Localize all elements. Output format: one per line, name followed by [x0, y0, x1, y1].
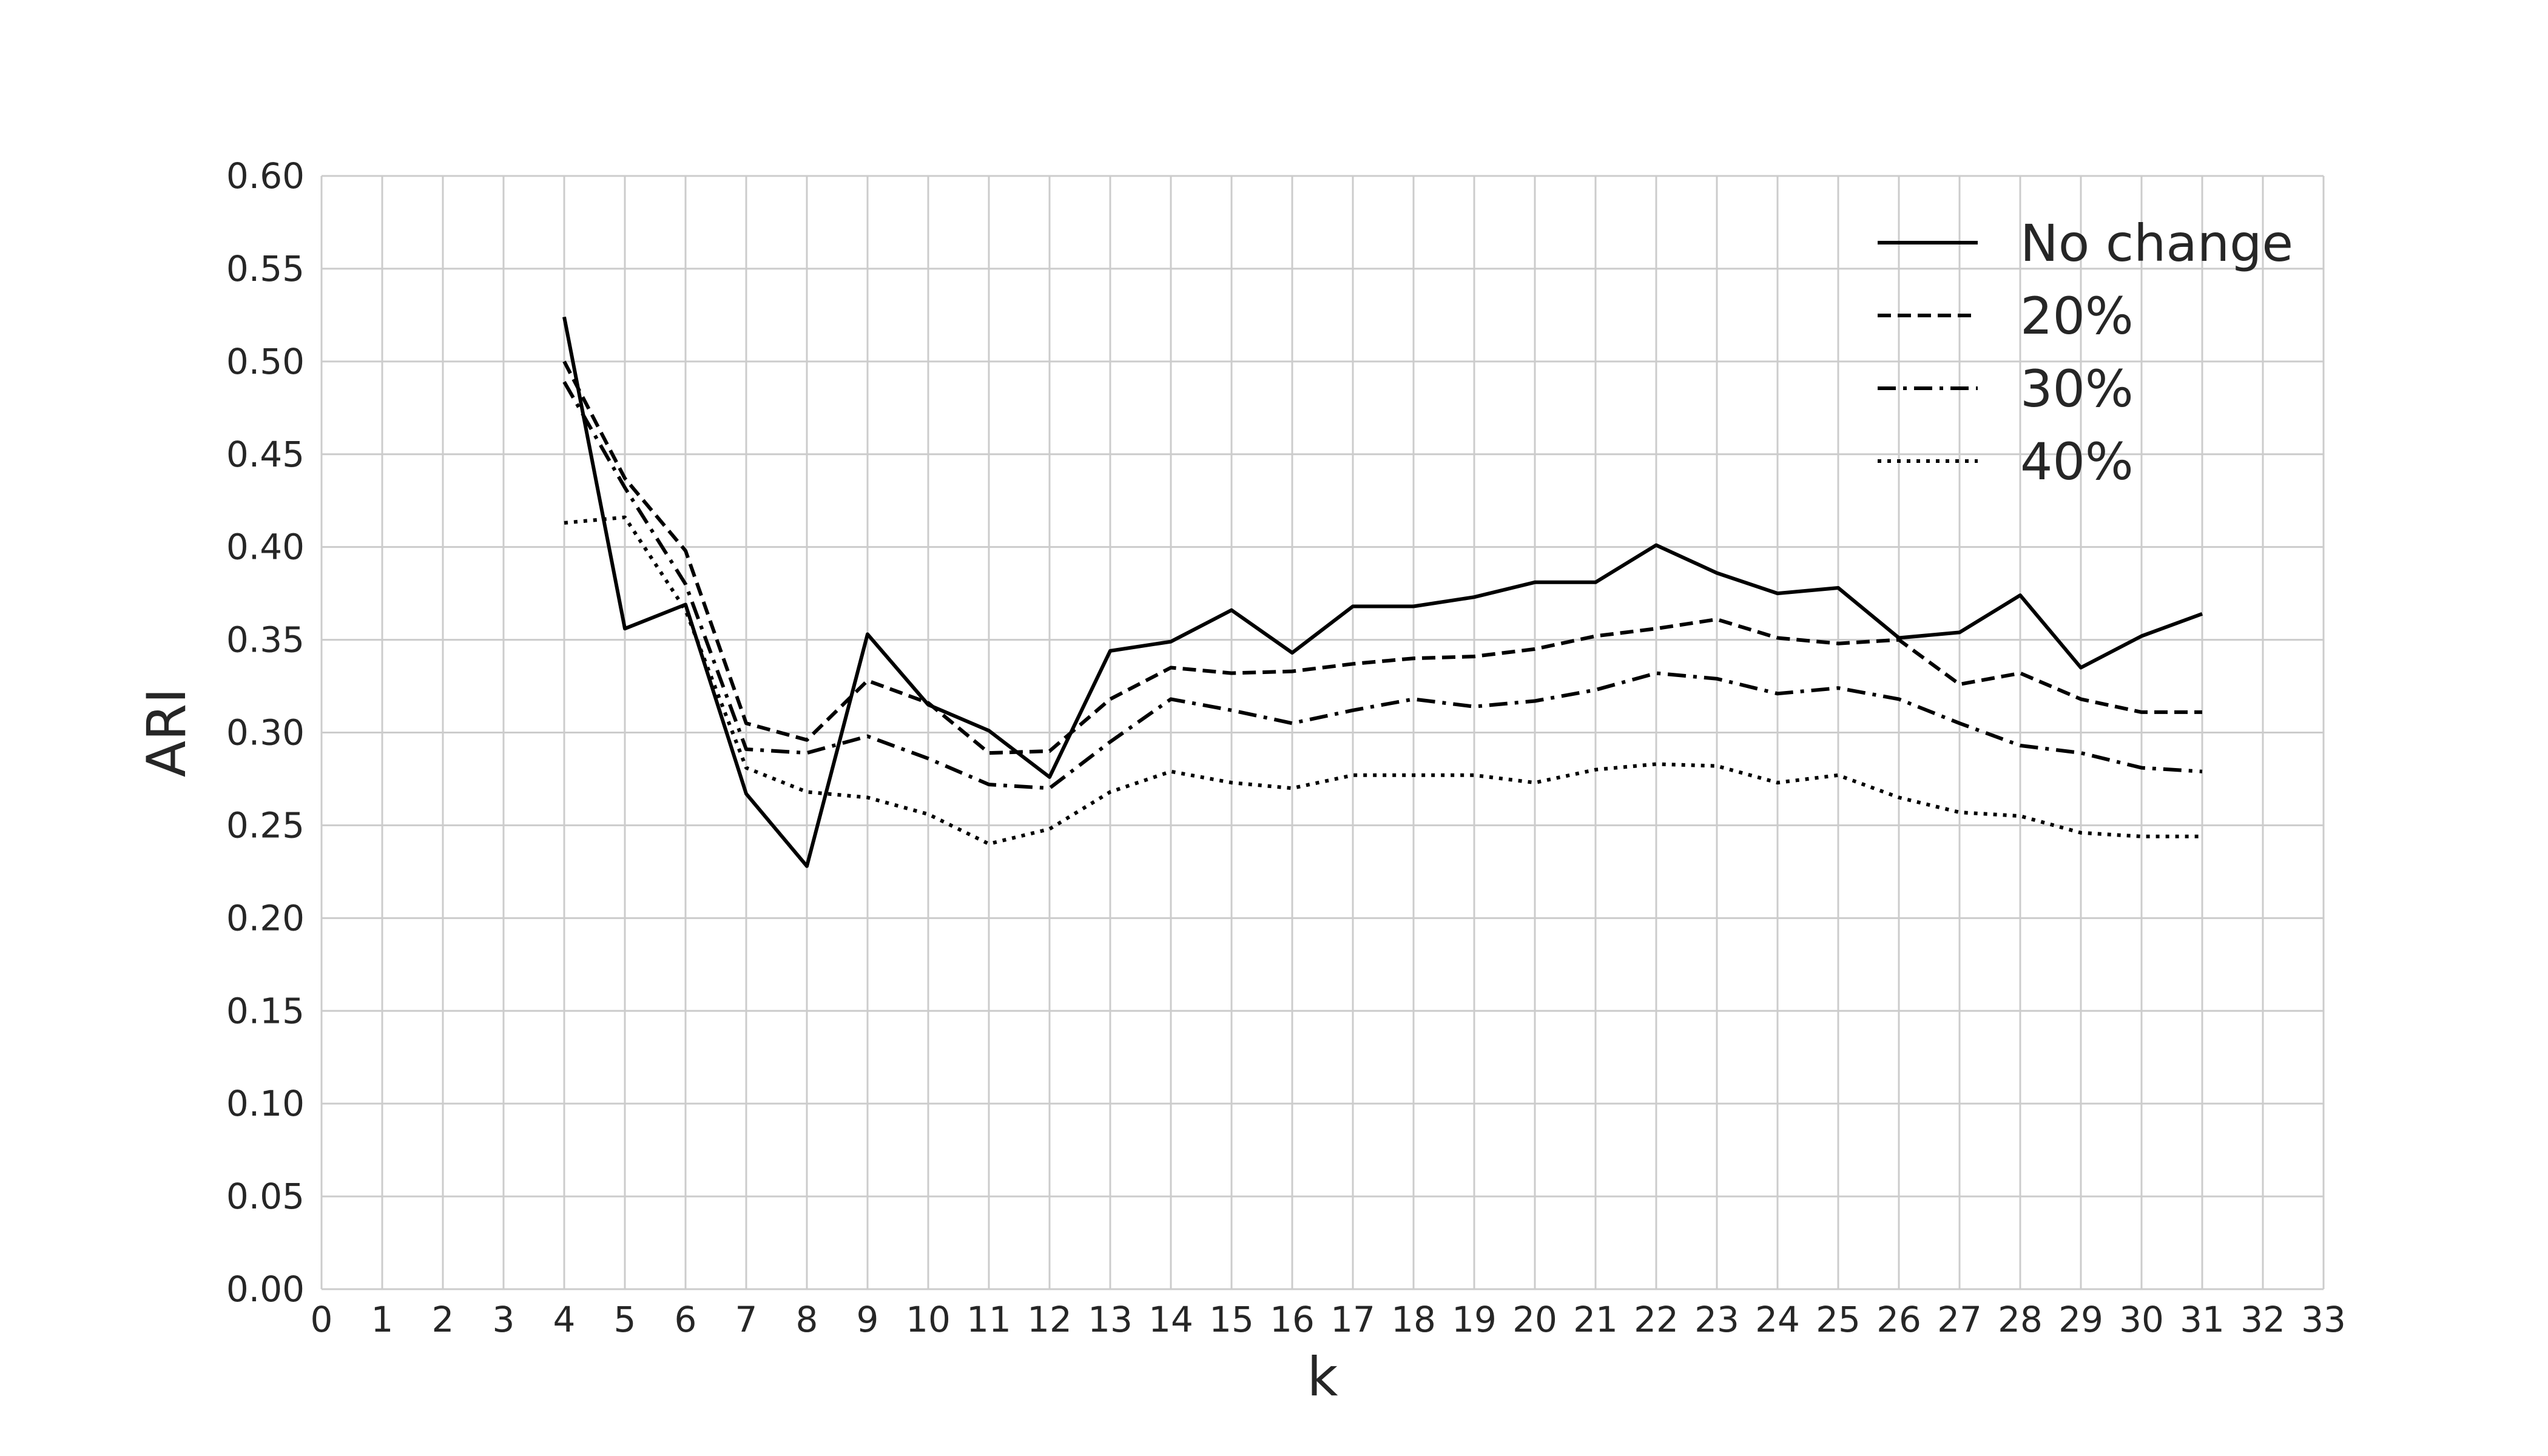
y-tick-label: 0.10: [226, 1083, 305, 1124]
legend-label: 30%: [2020, 359, 2134, 419]
x-tick-label: 16: [1270, 1299, 1315, 1340]
y-tick-label: 0.45: [226, 434, 305, 475]
y-tick-label: 0.60: [226, 155, 305, 197]
y-tick-label: 0.00: [226, 1269, 305, 1310]
x-tick-label: 3: [493, 1299, 515, 1340]
x-tick-label: 31: [2180, 1299, 2225, 1340]
y-tick-label: 0.25: [226, 804, 305, 846]
y-tick-label: 0.30: [226, 712, 305, 753]
x-tick-label: 24: [1755, 1299, 1800, 1340]
x-tick-label: 1: [371, 1299, 394, 1340]
x-tick-label: 17: [1330, 1299, 1375, 1340]
x-tick-label: 33: [2301, 1299, 2346, 1340]
x-tick-label: 6: [675, 1299, 697, 1340]
y-axis-label: ARI: [135, 688, 198, 777]
x-tick-label: 4: [553, 1299, 576, 1340]
x-tick-label: 11: [966, 1299, 1011, 1340]
x-tick-label: 20: [1512, 1299, 1557, 1340]
x-tick-label: 32: [2240, 1299, 2285, 1340]
y-tick-label: 0.20: [226, 897, 305, 939]
y-tick-label: 0.55: [226, 248, 305, 289]
legend-label: No change: [2020, 214, 2293, 273]
x-tick-label: 0: [311, 1299, 333, 1340]
series-line-1: [562, 360, 2202, 755]
legend-label: 20%: [2020, 286, 2134, 346]
x-tick-label: 8: [796, 1299, 818, 1340]
x-tick-label: 21: [1573, 1299, 1618, 1340]
x-tick-label: 7: [735, 1299, 758, 1340]
series-line-3: [564, 515, 2202, 846]
x-tick-label: 15: [1209, 1299, 1254, 1340]
x-tick-label: 18: [1391, 1299, 1436, 1340]
x-tick-label: 19: [1452, 1299, 1497, 1340]
x-tick-label: 10: [906, 1299, 951, 1340]
y-axis-ticks: 0.00 0.05 0.10 0.15 0.20 0.25 0.30 0.35 0.40 0.45…: [226, 155, 305, 1310]
x-tick-label: 23: [1694, 1299, 1739, 1340]
y-tick-label: 0.40: [226, 527, 305, 568]
x-axis-ticks: 0 1 2 3 4 5 6 7 8 9 10 11 12 13 14 15 16 17 18 19 20 21 22 23 24…: [311, 1299, 2346, 1340]
x-tick-label: 14: [1148, 1299, 1193, 1340]
series-line-0: [562, 316, 2203, 868]
y-tick-label: 0.15: [226, 990, 305, 1031]
x-tick-label: 30: [2119, 1299, 2164, 1340]
x-tick-label: 12: [1027, 1299, 1072, 1340]
x-tick-label: 25: [1816, 1299, 1861, 1340]
y-tick-label: 0.50: [226, 341, 305, 382]
x-tick-label: 28: [1998, 1299, 2043, 1340]
series-lines: [562, 316, 2203, 868]
x-tick-label: 2: [432, 1299, 454, 1340]
y-tick-label: 0.05: [226, 1176, 305, 1217]
x-axis-label: k: [1307, 1346, 1338, 1408]
legend-label: 40%: [2020, 432, 2134, 491]
legend: No change 20% 30% 40%: [1878, 214, 2293, 491]
x-tick-label: 22: [1634, 1299, 1679, 1340]
x-tick-label: 13: [1088, 1299, 1133, 1340]
x-tick-label: 27: [1937, 1299, 1982, 1340]
x-tick-label: 9: [857, 1299, 879, 1340]
series-line-2: [562, 381, 2203, 790]
x-tick-label: 5: [614, 1299, 636, 1340]
y-tick-label: 0.35: [226, 619, 305, 661]
x-tick-label: 26: [1876, 1299, 1921, 1340]
x-tick-label: 29: [2058, 1299, 2103, 1340]
grid: [320, 175, 2325, 1290]
